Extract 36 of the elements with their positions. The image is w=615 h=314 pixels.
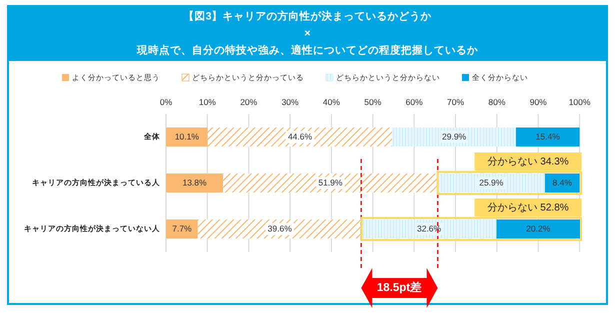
data-label: 7.7% — [172, 223, 192, 234]
data-label: 44.6% — [288, 131, 312, 142]
x-tick-label: 60% — [406, 97, 424, 107]
data-label: 15.4% — [536, 131, 560, 142]
bar — [198, 220, 362, 238]
x-tick-label: 30% — [282, 97, 300, 107]
title: 【図3】キャリアの方向性が決まっているかどうか × 現時点で、自分の特技や強み、適性についてどの程度把握しているか — [137, 10, 478, 56]
data-label: 8.4% — [552, 177, 572, 188]
bar — [496, 220, 580, 238]
data-label: 20.2% — [526, 223, 551, 234]
x-tick-label: 70% — [447, 97, 464, 107]
data-label: 10.1% — [174, 131, 200, 142]
bar — [166, 220, 198, 238]
arrow-diff: 18.5pt差 — [361, 268, 438, 308]
data-label: 25.9% — [479, 177, 504, 188]
annotation: 分からない 34.3% — [488, 156, 569, 168]
x-tick-label: 10% — [198, 97, 216, 107]
x-tick-label: 50% — [364, 97, 382, 107]
bar — [166, 128, 208, 146]
bar — [223, 174, 438, 192]
data-label: 29.9% — [442, 131, 467, 142]
bar — [166, 174, 224, 192]
bar — [516, 128, 580, 146]
x-tick-label: 80% — [488, 97, 506, 107]
data-label: 32.6% — [416, 223, 442, 234]
annotation: 分からない 52.8% — [488, 202, 569, 214]
bar — [544, 174, 580, 192]
x-tick-label: 20% — [240, 97, 258, 107]
x-tick-label: 0% — [160, 97, 173, 107]
x-tick-label: 100% — [568, 97, 591, 107]
x-tick-label: 90% — [530, 97, 548, 107]
data-label: 13.8% — [182, 177, 208, 188]
data-label: 39.6% — [268, 223, 292, 234]
x-tick-label: 40% — [322, 97, 340, 107]
bar — [208, 128, 392, 146]
data-label: 51.9% — [318, 177, 343, 188]
